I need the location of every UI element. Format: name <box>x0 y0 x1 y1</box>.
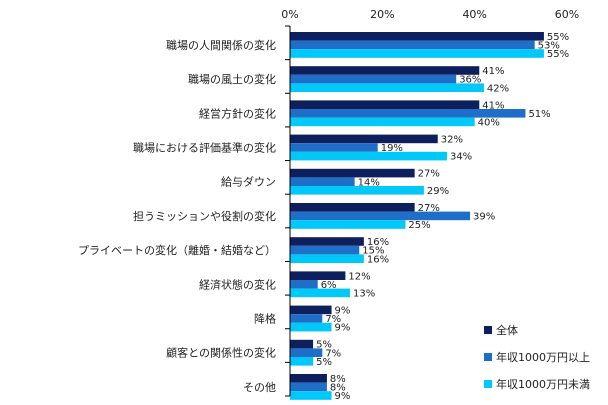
bar <box>290 74 457 84</box>
bar <box>290 40 535 50</box>
bar <box>290 374 327 383</box>
category-label: 経済状態の変化 <box>199 277 276 291</box>
category-label: 顧客との関係性の変化 <box>166 346 276 360</box>
data-label: 9% <box>335 306 351 317</box>
data-label: 27% <box>418 203 440 214</box>
bar <box>290 271 346 280</box>
category-label: 担うミッションや役割の変化 <box>133 209 276 223</box>
data-label: 16% <box>367 237 389 248</box>
legend-swatch <box>484 326 492 334</box>
data-label: 41% <box>482 100 504 111</box>
data-label: 6% <box>321 280 337 291</box>
bar <box>290 134 438 144</box>
category-label: その他 <box>243 381 276 394</box>
data-label: 16% <box>367 254 389 265</box>
data-label: 7% <box>325 348 341 359</box>
data-label: 27% <box>418 169 440 180</box>
bar <box>290 322 332 332</box>
data-label: 40% <box>478 118 500 129</box>
category-label: 給与ダウン <box>221 175 276 189</box>
category-label: 降格 <box>254 312 276 326</box>
category-label: 職場の人間関係の変化 <box>166 38 276 52</box>
x-tick-label: 60% <box>555 8 579 21</box>
data-label: 25% <box>408 220 430 231</box>
bar <box>290 109 526 118</box>
data-label: 12% <box>348 271 370 282</box>
data-label: 32% <box>441 135 463 146</box>
data-label: 53% <box>538 41 560 52</box>
legend-label: 年収1000万円未満 <box>496 377 590 391</box>
data-label: 5% <box>316 357 332 368</box>
data-label: 8% <box>330 383 346 394</box>
bar <box>290 305 332 315</box>
bar <box>290 32 544 41</box>
bar <box>290 100 480 109</box>
data-label: 19% <box>381 143 403 154</box>
data-label: 7% <box>325 314 341 325</box>
legend-label: 年収1000万円以上 <box>496 350 590 364</box>
category-labels: 職場の人間関係の変化職場の風土の変化経営方針の変化職場における評価基準の変化給与… <box>78 38 276 394</box>
x-tick-label: 40% <box>462 8 486 21</box>
bars: 55%53%55%41%36%42%41%51%40%32%19%34%27%1… <box>290 32 569 402</box>
category-label: 経営方針の変化 <box>199 106 276 120</box>
data-label: 55% <box>547 32 569 43</box>
data-label: 39% <box>473 212 495 223</box>
bar <box>290 348 323 357</box>
data-label: 42% <box>487 83 509 94</box>
bar <box>290 186 424 195</box>
legend-label: 全体 <box>496 323 518 337</box>
y-axis <box>285 25 291 397</box>
legend-swatch <box>484 353 492 361</box>
data-label: 36% <box>459 75 481 86</box>
category-label: 職場の風土の変化 <box>188 72 276 86</box>
data-label: 9% <box>335 323 351 334</box>
bar <box>290 143 378 152</box>
bar <box>290 254 364 263</box>
legend-swatch <box>484 380 492 388</box>
bar <box>290 314 323 323</box>
data-label: 14% <box>358 177 380 188</box>
bar <box>290 391 332 400</box>
bar <box>290 203 415 212</box>
category-label: プライベートの変化（離婚・結婚など） <box>78 243 276 257</box>
x-tick-label: 0% <box>281 8 298 21</box>
bar <box>290 288 351 298</box>
bar <box>290 339 314 349</box>
data-label: 29% <box>427 186 449 197</box>
bar <box>290 237 364 246</box>
category-label: 職場における評価基準の変化 <box>133 141 276 155</box>
bar <box>290 49 544 58</box>
data-label: 15% <box>362 246 384 257</box>
bar <box>290 117 475 127</box>
data-label: 9% <box>335 391 351 402</box>
data-label: 41% <box>482 66 504 77</box>
bar <box>290 151 447 161</box>
data-label: 13% <box>353 289 375 300</box>
data-label: 51% <box>528 109 550 120</box>
data-label: 55% <box>547 49 569 60</box>
bar <box>290 168 415 178</box>
data-label: 34% <box>450 152 472 163</box>
x-axis-ticks: 0% 20% 40% 60% <box>281 8 579 21</box>
bar <box>290 357 314 366</box>
data-label: 8% <box>330 374 346 385</box>
data-label: 5% <box>316 340 332 351</box>
x-tick-label: 20% <box>370 8 394 21</box>
bar <box>290 66 480 75</box>
bar <box>290 211 471 221</box>
bar <box>290 382 327 392</box>
bar <box>290 245 360 255</box>
bar <box>290 280 318 289</box>
bar <box>290 220 406 229</box>
bar <box>290 83 484 92</box>
bar <box>290 177 355 186</box>
